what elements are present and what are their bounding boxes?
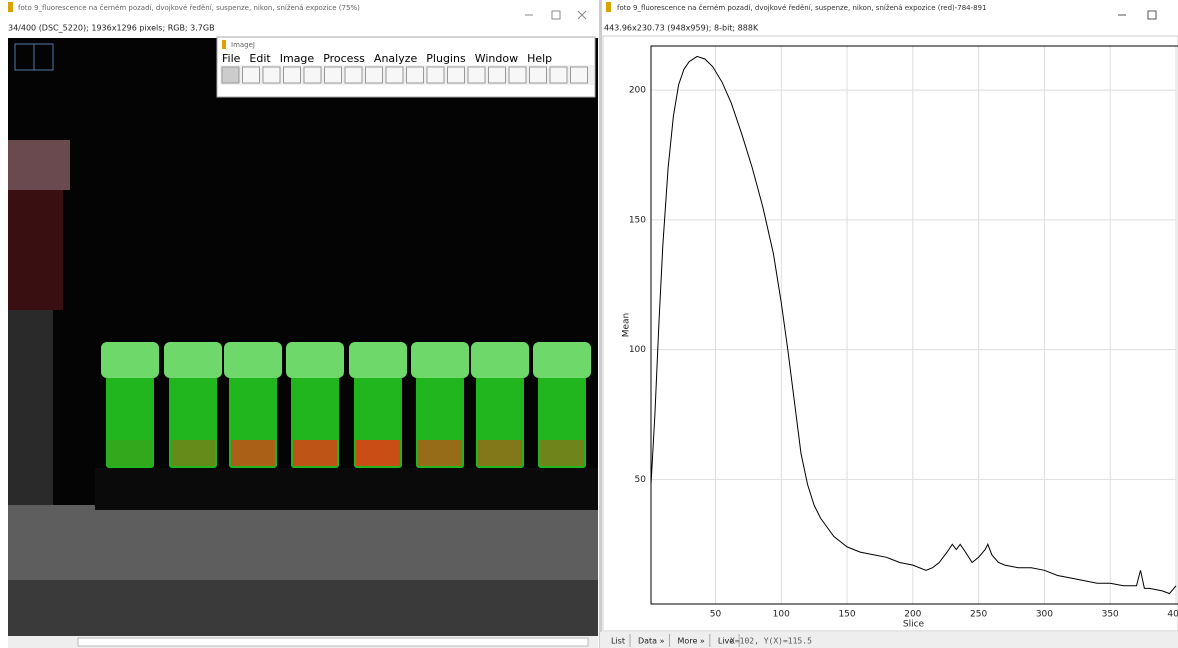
vial-cap xyxy=(224,342,282,378)
tool-button[interactable] xyxy=(488,66,506,84)
vial-liquid xyxy=(171,440,215,466)
tool-button[interactable] xyxy=(467,66,486,84)
plot-button[interactable]: Live xyxy=(718,637,734,646)
vial-body xyxy=(538,376,586,468)
data-line xyxy=(650,55,1177,595)
photo xyxy=(8,38,598,636)
tool-button[interactable] xyxy=(344,66,363,84)
tool-button[interactable] xyxy=(406,66,424,84)
plot-button[interactable]: More » xyxy=(678,637,705,646)
vial-cap xyxy=(471,342,529,378)
tool-button[interactable] xyxy=(508,66,527,84)
tool-button[interactable] xyxy=(242,66,260,84)
x-tick-label: 350 xyxy=(1102,610,1119,620)
tool-button[interactable] xyxy=(324,66,342,84)
menu-item[interactable]: Image xyxy=(280,52,315,65)
x-tick-label: 300 xyxy=(1036,610,1053,620)
app-icon xyxy=(606,2,611,12)
window-controls[interactable] xyxy=(1118,10,1157,20)
plot-button[interactable]: Data » xyxy=(638,637,665,646)
plot-frame xyxy=(650,45,1178,605)
y-tick-label: 150 xyxy=(629,215,646,225)
x-tick-label: 200 xyxy=(904,610,921,620)
vial-liquid xyxy=(293,440,337,466)
vial-cap xyxy=(101,342,159,378)
menu-item[interactable]: Analyze xyxy=(374,52,418,65)
x-tick-label: 250 xyxy=(970,610,987,620)
y-tick-label: 50 xyxy=(635,475,647,485)
tool-button[interactable] xyxy=(303,66,322,84)
window-controls[interactable] xyxy=(525,10,587,20)
menu-item[interactable]: Window xyxy=(475,52,518,65)
y-tick-label: 100 xyxy=(629,345,646,355)
plot-window xyxy=(602,35,1178,632)
vial-cap xyxy=(286,342,344,378)
vial-cap xyxy=(533,342,591,378)
plot-info: 443.96x230.73 (948x959); 8-bit; 888K xyxy=(604,24,759,33)
tool-button[interactable] xyxy=(570,66,588,84)
tool-button[interactable] xyxy=(549,66,568,84)
plot-button[interactable]: List xyxy=(611,637,625,646)
toolbar xyxy=(221,66,588,84)
y-axis-label: Mean xyxy=(622,313,632,338)
vial-liquid xyxy=(540,440,584,466)
x-tick-label: 50 xyxy=(710,610,722,620)
x-tick-label: 400 xyxy=(1167,610,1178,620)
vial-body xyxy=(169,376,217,468)
vial-liquid xyxy=(108,440,152,466)
tool-button[interactable] xyxy=(447,66,465,84)
imagej-title: ImageJ xyxy=(231,41,255,49)
menu-item[interactable]: Process xyxy=(323,52,365,65)
status: X=102, Y(X)=115.5 xyxy=(730,637,812,646)
tool-button[interactable] xyxy=(385,66,404,84)
vial-liquid xyxy=(231,440,275,466)
vials xyxy=(101,342,591,468)
vial-liquid xyxy=(356,440,400,466)
divider xyxy=(599,0,602,648)
tool-button[interactable] xyxy=(262,66,281,84)
scroll-thumb[interactable] xyxy=(77,637,589,647)
tool-button[interactable] xyxy=(221,66,240,84)
vial-liquid xyxy=(478,440,522,466)
plot-controls xyxy=(600,632,1178,648)
menu-item[interactable]: Plugins xyxy=(426,52,466,65)
vial-cap xyxy=(349,342,407,378)
menu-bar: File Edit Image Process Analyze Plugins Window… xyxy=(222,52,552,65)
app-icon xyxy=(8,2,13,12)
tool-button[interactable] xyxy=(283,66,301,84)
vial-cap xyxy=(411,342,469,378)
vial-body xyxy=(106,376,154,468)
menu-item[interactable]: File xyxy=(222,52,241,65)
x-tick-label: 100 xyxy=(773,610,790,620)
tool-button[interactable] xyxy=(365,66,383,84)
menu-item[interactable]: Help xyxy=(527,52,552,65)
plot: 50 100 150 200 50 100 150 200 250 300 350 400 Slice M… xyxy=(622,45,1178,630)
window-title: foto 9_fluorescence na černém pozadí, dv… xyxy=(18,4,360,12)
y-tick-label: 200 xyxy=(629,86,646,96)
buttons: List Data » More » Live xyxy=(611,634,740,647)
x-axis-label: Slice xyxy=(903,620,925,630)
menu-item[interactable]: Edit xyxy=(249,52,271,65)
x-tick-label: 150 xyxy=(838,610,855,620)
window-title: foto 9_fluorescence na černém pozadí, dv… xyxy=(617,4,987,12)
vial-liquid xyxy=(418,440,462,466)
tool-button[interactable] xyxy=(529,66,547,84)
tool-button[interactable] xyxy=(426,66,445,84)
image-info: 34/400 (DSC_5220); 1936x1296 pixels; RGB… xyxy=(8,24,215,33)
vial-cap xyxy=(164,342,222,378)
